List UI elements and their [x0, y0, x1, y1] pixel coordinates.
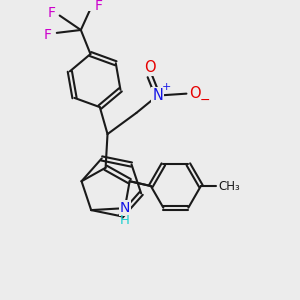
Text: N: N — [120, 201, 130, 215]
Text: +: + — [161, 82, 171, 92]
Text: N: N — [152, 88, 163, 103]
Text: O: O — [144, 60, 156, 75]
Text: H: H — [120, 214, 130, 227]
Text: −: − — [200, 94, 210, 107]
Text: F: F — [94, 0, 102, 13]
Text: CH₃: CH₃ — [218, 179, 240, 193]
Text: F: F — [48, 6, 56, 20]
Text: F: F — [44, 28, 52, 42]
Text: O: O — [189, 86, 201, 101]
